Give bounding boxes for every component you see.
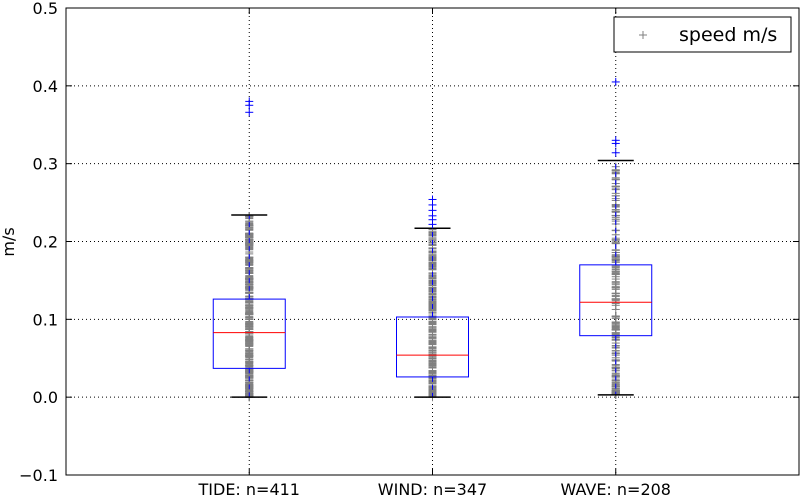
observation-point — [611, 324, 620, 333]
x-tick-label: WAVE: n=208 — [561, 480, 671, 497]
y-tick-label: 0.2 — [33, 233, 58, 252]
y-axis-label: m/s — [0, 227, 18, 256]
observation-point — [611, 270, 620, 279]
observation-point — [428, 330, 437, 339]
legend-plus — [639, 31, 647, 39]
x-tick-label: WIND: n=347 — [378, 480, 487, 497]
outlier-marker — [245, 108, 254, 117]
observation-point — [428, 337, 437, 346]
outlier-marker — [611, 77, 620, 86]
x-tick-label: TIDE: n=411 — [198, 480, 300, 497]
observation-point — [245, 353, 254, 362]
observation-point — [245, 319, 254, 328]
observation-point — [428, 360, 437, 369]
y-tick-label: 0.3 — [33, 155, 58, 174]
y-tick-label: 0.1 — [33, 310, 58, 329]
outlier-marker — [611, 148, 620, 157]
iqr-box — [579, 264, 653, 337]
outlier-marker — [611, 136, 620, 145]
legend-plus-marker — [639, 31, 647, 39]
observation-point — [611, 277, 620, 286]
legend-label: speed m/s — [679, 24, 777, 46]
observation-point — [245, 342, 254, 351]
observation-point — [245, 310, 254, 319]
y-tick-label: 0.5 — [33, 0, 58, 18]
observation-point — [245, 360, 254, 369]
legend: speed m/s — [613, 16, 792, 53]
observation-point — [245, 301, 254, 310]
y-tick-label: 0.0 — [33, 388, 58, 407]
axis-ticks: −0.1 0.0 0.1 0.2 0.3 0.4 0.5 TIDE: n=411 WIND: n… — [19, 0, 799, 497]
observation-point — [428, 318, 437, 327]
y-tick-label: 0.4 — [33, 77, 58, 96]
outlier-marker — [428, 195, 437, 204]
boxes — [212, 77, 653, 398]
y-tick-label: −0.1 — [19, 466, 58, 485]
observation-point — [611, 289, 620, 298]
iqr-box — [396, 316, 469, 378]
outlier-marker — [245, 97, 254, 106]
observation-point — [428, 368, 437, 377]
iqr-box — [212, 298, 286, 369]
observation-point — [245, 327, 254, 336]
